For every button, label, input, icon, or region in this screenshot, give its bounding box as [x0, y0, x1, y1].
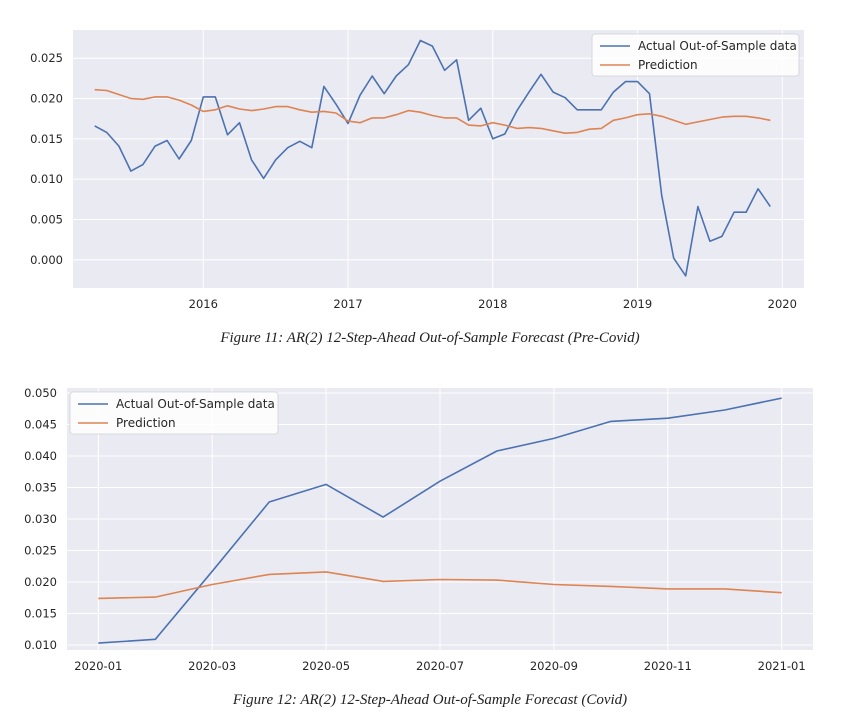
x-tick-label: 2018	[478, 297, 507, 311]
x-tick-label: 2020-05	[302, 659, 350, 673]
y-tick-label: 0.015	[24, 606, 57, 620]
y-tick-label: 0.010	[30, 172, 63, 186]
x-tick-label: 2020-01	[74, 659, 122, 673]
series-line-prediction	[98, 571, 782, 600]
legend-label: Actual Out-of-Sample data	[116, 397, 275, 411]
legend-box	[591, 33, 800, 77]
x-tick-label: 2021-01	[758, 659, 806, 673]
x-tick-label: 2017	[333, 297, 362, 311]
y-tick-label: 0.050	[24, 386, 57, 400]
y-tick-label: 0.025	[24, 543, 57, 557]
y-tick-label: 0.025	[30, 51, 63, 65]
x-tick-label: 2020-11	[644, 659, 692, 673]
chart-covid: 0.010 0.015 0.020 0.025 0.030 0.035 0.040 0.045…	[24, 386, 813, 673]
x-tick-label: 2020-03	[188, 659, 236, 673]
series-line-actual	[94, 39, 771, 277]
chart-pre-covid: 0.000 0.005 0.010 0.015 0.020 0.025 2016 2017 20…	[30, 30, 804, 311]
y-tick-label: 0.010	[24, 638, 57, 652]
x-tick-label: 2016	[189, 297, 218, 311]
figure-11-caption: Figure 11: AR(2) 12-Step-Ahead Out-of-Sa…	[220, 330, 640, 346]
series-line-prediction	[94, 88, 771, 134]
legend-label: Prediction	[116, 416, 176, 430]
legend-box	[69, 391, 279, 435]
legend-label: Prediction	[638, 58, 698, 72]
y-tick-label: 0.005	[30, 212, 63, 226]
x-tick-label: 2020	[768, 297, 797, 311]
y-tick-label: 0.020	[30, 92, 63, 106]
y-tick-label: 0.040	[24, 449, 57, 463]
x-tick-label: 2019	[623, 297, 652, 311]
series-line-actual	[98, 397, 782, 644]
y-tick-label: 0.000	[30, 253, 63, 267]
legend-label: Actual Out-of-Sample data	[638, 39, 797, 53]
legend: Actual Out-of-Sample data Prediction	[591, 33, 800, 77]
figure-12-caption: Figure 12: AR(2) 12-Step-Ahead Out-of-Sa…	[232, 692, 628, 708]
y-tick-label: 0.015	[30, 132, 63, 146]
x-tick-label: 2020-07	[416, 659, 464, 673]
y-tick-label: 0.020	[24, 575, 57, 589]
y-tick-label: 0.030	[24, 512, 57, 526]
y-tick-label: 0.035	[24, 481, 57, 495]
x-tick-label: 2020-09	[530, 659, 578, 673]
y-tick-label: 0.045	[24, 418, 57, 432]
legend: Actual Out-of-Sample data Prediction	[69, 391, 279, 435]
